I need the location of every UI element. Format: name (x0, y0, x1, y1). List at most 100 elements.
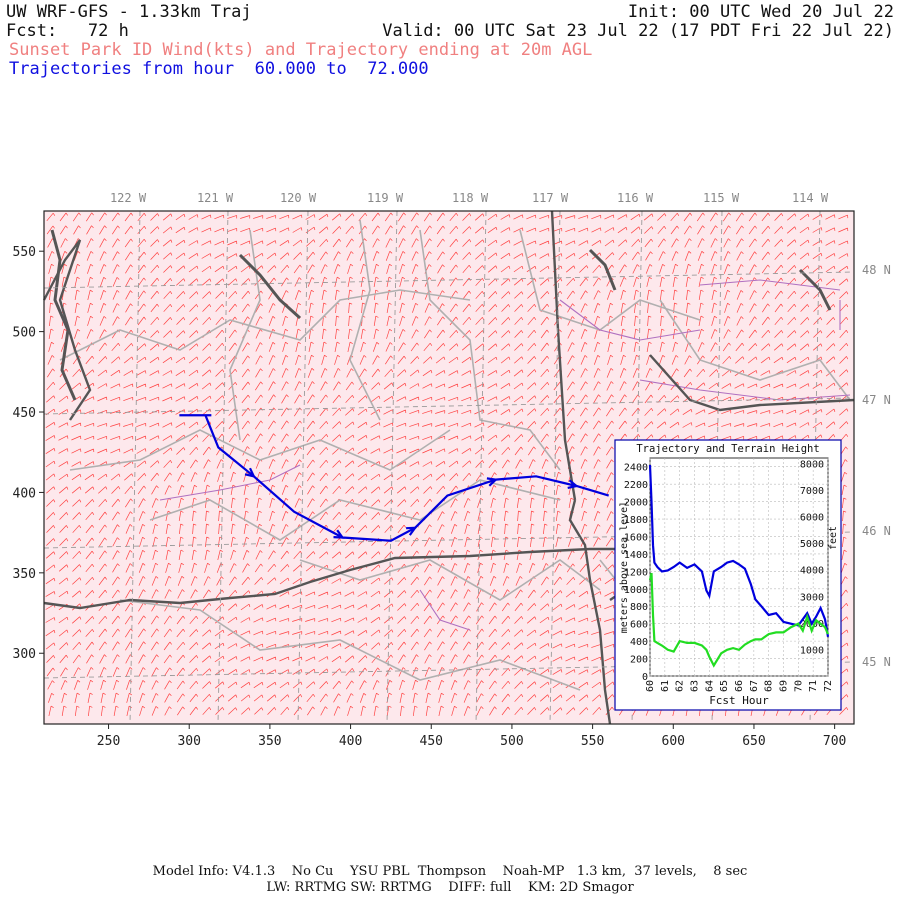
wind-barb (462, 303, 470, 313)
wind-barb (138, 511, 144, 521)
wind-barb (566, 707, 574, 715)
wind-barb-feather (599, 564, 602, 568)
wind-barb-feather (156, 317, 160, 320)
field-description: Sunset Park ID Wind(kts) and Trajectory … (9, 40, 593, 60)
wind-barb (435, 461, 445, 467)
wind-barb (671, 251, 677, 261)
wind-barb-feather (521, 304, 524, 308)
wind-barb-feather (117, 641, 120, 645)
wind-barb (437, 251, 443, 261)
wind-barb (372, 342, 378, 352)
wind-barb-feather (287, 682, 290, 686)
wind-barb-feather (339, 538, 342, 542)
wind-barb-feather (156, 265, 160, 268)
wind-barb-feather (326, 434, 329, 438)
wind-barb-feather (585, 394, 588, 398)
wind-barb-feather (587, 669, 589, 673)
wind-barb-feather (390, 525, 394, 529)
wind-barb (163, 472, 171, 482)
wind-barb (581, 472, 585, 482)
wind-barb-feather (807, 227, 810, 231)
meridian-line (297, 210, 309, 725)
wind-barb-feather (573, 682, 576, 686)
wind-barb-feather (767, 225, 771, 229)
wind-barb (384, 629, 392, 637)
wind-barb-feather (65, 368, 68, 372)
wind-barb (280, 564, 288, 572)
wind-barb (787, 290, 795, 300)
wind-barb (308, 316, 312, 326)
wind-barb (422, 396, 432, 402)
wind-barb (345, 381, 353, 391)
wind-barb-feather (495, 357, 498, 360)
wind-barb-feather (714, 329, 718, 332)
wind-barb-feather (365, 655, 368, 659)
wind-barb (488, 304, 496, 312)
wind-barb-feather (51, 355, 55, 358)
wind-barb-feather (287, 564, 290, 568)
wind-barb-feather (507, 706, 510, 710)
wind-barb-feather (130, 277, 133, 281)
wind-barb (72, 629, 80, 637)
wind-barb-feather (378, 395, 381, 399)
wind-barb-feather (843, 523, 847, 526)
wind-barb-feather (196, 240, 199, 244)
wind-barb-feather (234, 576, 237, 580)
wind-barb-feather (378, 499, 381, 503)
wind-barb-feather (469, 226, 472, 230)
wind-barb (773, 356, 783, 364)
wind-barb-feather (181, 562, 184, 566)
wind-barb (215, 329, 223, 339)
wind-barb (422, 383, 432, 389)
wind-barb (282, 316, 286, 326)
wind-barb-feather (259, 329, 263, 332)
wind-barb-feather (351, 381, 354, 385)
wind-barb (49, 315, 51, 327)
wind-barb (500, 434, 510, 442)
wind-barb (205, 523, 207, 535)
wind-barb (279, 604, 289, 610)
wind-barb (150, 239, 158, 247)
wind-barb (474, 239, 484, 247)
wind-barb-feather (807, 291, 810, 295)
wind-barb (685, 264, 689, 274)
wind-barb-feather (117, 615, 120, 619)
wind-barb (593, 420, 599, 430)
wind-barb-feather (404, 590, 407, 594)
wind-barb-feather (79, 369, 82, 373)
wind-barb (279, 681, 289, 689)
wind-barb-feather (402, 276, 405, 280)
wind-barb (84, 396, 94, 402)
wind-barb-feather (649, 276, 652, 280)
wind-barb (293, 252, 301, 260)
wind-barb (71, 435, 81, 441)
wind-barb-feather (547, 656, 550, 660)
wind-barb (450, 615, 456, 625)
wind-barb (760, 410, 770, 414)
wind-barb (539, 656, 549, 662)
wind-barb (125, 576, 131, 586)
wind-barb (87, 264, 91, 274)
wind-barb-feather (183, 422, 186, 426)
wind-barb-feather (518, 523, 522, 526)
wind-barb (125, 628, 131, 638)
wind-barb-feather (378, 617, 381, 621)
wind-barb (656, 421, 666, 429)
wind-barb (723, 329, 729, 339)
wind-barb-feather (728, 329, 731, 332)
wind-barb (397, 616, 405, 624)
wind-barb (308, 355, 312, 365)
wind-barb (527, 421, 535, 429)
wind-barb (437, 589, 443, 599)
wind-barb (229, 446, 235, 456)
wind-barb-feather (793, 291, 797, 294)
wind-barb-feather (481, 641, 484, 645)
wind-barb (580, 355, 586, 365)
wind-barb (255, 550, 261, 560)
wind-barb-feather (327, 578, 329, 582)
wind-barb (592, 550, 600, 560)
wind-barb (400, 705, 402, 717)
wind-barb (578, 227, 588, 233)
wind-barb (501, 317, 509, 325)
wind-barb-feather (64, 251, 68, 254)
